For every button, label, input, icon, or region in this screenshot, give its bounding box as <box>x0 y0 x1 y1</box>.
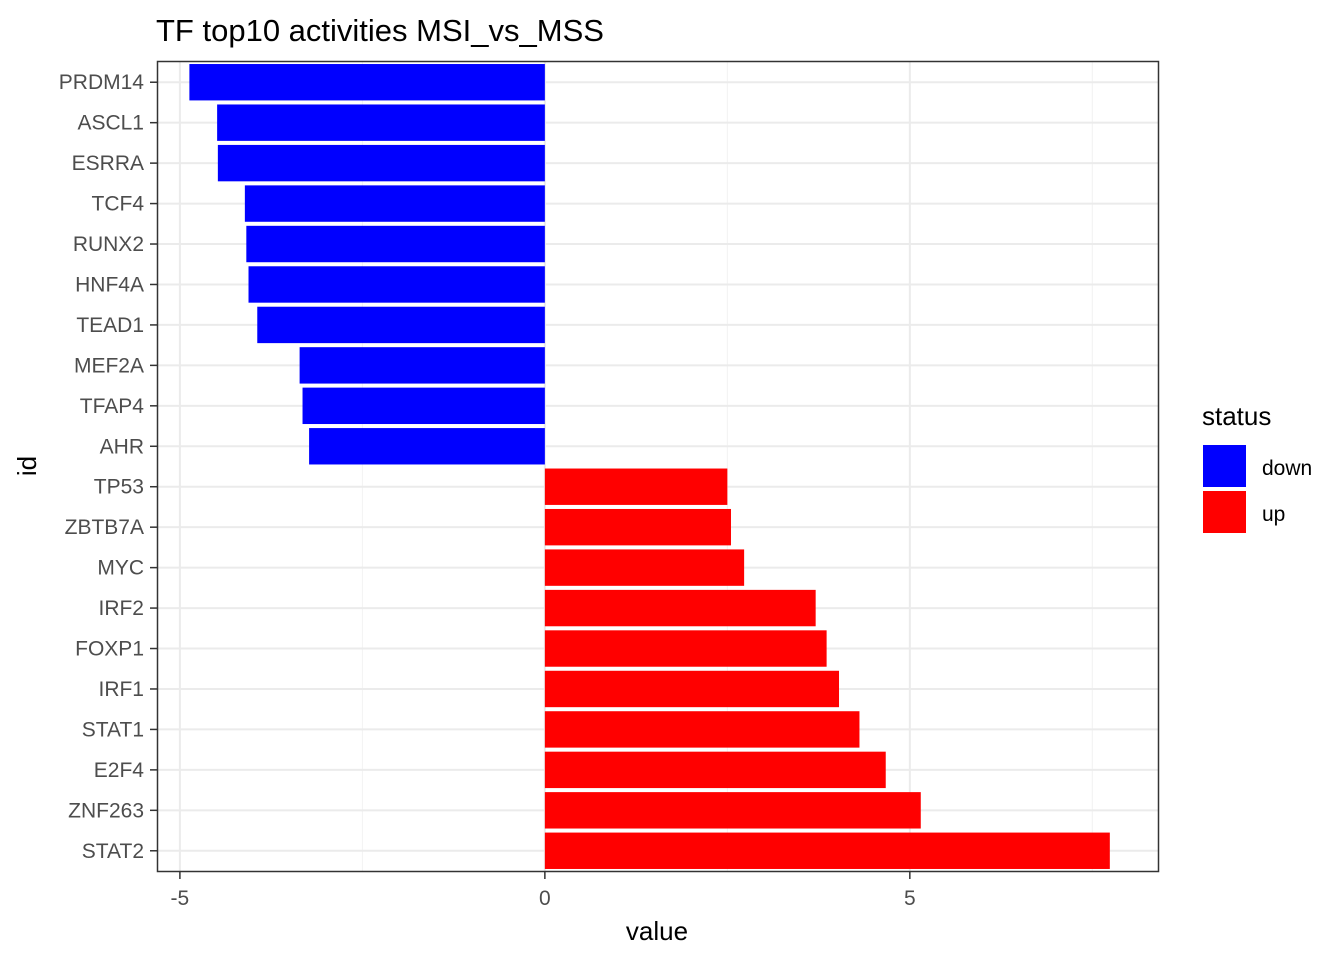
y-tick-label: PRDM14 <box>59 71 145 94</box>
y-tick-label: E2F4 <box>94 759 145 782</box>
y-axis-title: id <box>12 456 42 476</box>
y-tick-label: IRF2 <box>98 597 144 620</box>
bar-hnf4a <box>248 266 545 303</box>
y-tick-label: RUNX2 <box>73 233 144 256</box>
y-tick-label: ASCL1 <box>77 112 144 135</box>
y-tick-label: FOXP1 <box>75 638 144 661</box>
y-tick-label: TEAD1 <box>76 314 144 337</box>
y-axis: PRDM14 ASCL1 ESRRA TCF4 RUNX2 HNF4A TEAD1 MEF2A… <box>59 71 158 863</box>
y-tick-label: STAT2 <box>82 840 144 863</box>
y-tick-label: HNF4A <box>75 273 144 296</box>
legend: status down up <box>1202 401 1312 533</box>
y-tick-label: TCF4 <box>92 193 145 216</box>
y-tick-label: MYC <box>97 557 144 580</box>
y-tick-label: ZNF263 <box>68 799 144 822</box>
bar-tead1 <box>257 306 545 344</box>
bar-ahr <box>309 428 545 465</box>
x-axis-title: value <box>626 916 688 946</box>
y-tick-label: ZBTB7A <box>65 516 144 539</box>
bar-zbtb7a <box>544 508 731 546</box>
legend-label-up: up <box>1262 503 1285 526</box>
y-tick-label: MEF2A <box>74 354 144 377</box>
bar-stat1 <box>544 711 860 748</box>
bar-irf1 <box>544 670 840 708</box>
bar-mef2a <box>299 347 545 384</box>
bar-znf263 <box>544 792 921 829</box>
x-tick-label: 0 <box>539 887 551 910</box>
y-tick-label: TFAP4 <box>80 395 145 418</box>
bar-tp53 <box>544 468 728 505</box>
bar-ascl1 <box>217 104 545 141</box>
bar-tfap4 <box>302 387 545 425</box>
bar-myc <box>544 549 745 586</box>
bar-foxp1 <box>544 630 827 667</box>
y-tick-label: ESRRA <box>72 152 144 175</box>
bar-prdm14 <box>189 64 545 101</box>
x-axis: -5 0 5 <box>171 871 916 910</box>
y-tick-label: STAT1 <box>82 718 144 741</box>
bar-runx2 <box>246 225 545 263</box>
bar-e2f4 <box>544 751 886 789</box>
y-tick-label: AHR <box>100 435 144 458</box>
legend-key-down <box>1203 445 1246 487</box>
grid <box>158 62 1158 871</box>
chart-title: TF top10 activities MSI_vs_MSS <box>156 13 604 48</box>
bar-irf2 <box>544 589 816 627</box>
x-tick-label: -5 <box>171 887 190 910</box>
legend-title: status <box>1202 401 1271 431</box>
bar-stat2 <box>544 832 1110 869</box>
y-tick-label: IRF1 <box>98 678 144 701</box>
x-tick-label: 5 <box>904 887 916 910</box>
bars <box>189 64 1110 869</box>
bar-esrra <box>217 144 545 182</box>
plot-panel-border <box>156 60 1160 873</box>
bar-tcf4 <box>244 185 545 222</box>
legend-label-down: down <box>1262 457 1312 480</box>
legend-key-up <box>1203 491 1246 533</box>
y-tick-label: TP53 <box>94 476 144 499</box>
